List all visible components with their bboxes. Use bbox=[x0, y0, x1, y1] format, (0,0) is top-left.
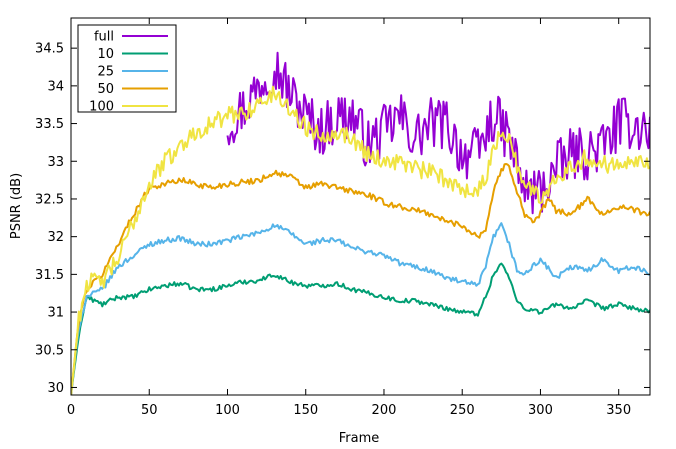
series-line-25 bbox=[71, 222, 650, 395]
x-axis-title: Frame bbox=[339, 431, 380, 446]
y-tick-label: 30 bbox=[47, 381, 64, 396]
x-axis-ticks: 0 50 100 150 200 250 300 350 bbox=[67, 18, 631, 418]
legend-label: 25 bbox=[97, 65, 114, 80]
legend-box bbox=[77, 24, 177, 113]
legend-label: 10 bbox=[97, 47, 114, 62]
y-tick-label: 30.5 bbox=[35, 343, 64, 358]
x-tick-label: 250 bbox=[450, 403, 475, 418]
series-layer bbox=[71, 51, 650, 395]
legend-label: 50 bbox=[97, 82, 114, 97]
series-line-50 bbox=[71, 162, 650, 395]
legend-label: 100 bbox=[89, 100, 114, 115]
series-line-100 bbox=[71, 85, 650, 395]
y-tick-label: 31 bbox=[47, 306, 64, 321]
x-tick-label: 200 bbox=[372, 403, 397, 418]
y-tick-label: 33.5 bbox=[35, 117, 64, 132]
x-tick-label: 150 bbox=[293, 403, 318, 418]
x-tick-label: 0 bbox=[67, 403, 75, 418]
legend: full 10 25 50 100 bbox=[77, 24, 177, 115]
x-tick-label: 350 bbox=[606, 403, 631, 418]
plot-frame bbox=[70, 17, 651, 396]
series-line-10 bbox=[71, 262, 650, 395]
y-axis-title: PSNR (dB) bbox=[9, 173, 24, 239]
x-tick-label: 50 bbox=[141, 403, 158, 418]
legend-label: full bbox=[94, 30, 114, 45]
y-tick-label: 31.5 bbox=[35, 268, 64, 283]
y-tick-label: 34.5 bbox=[35, 42, 64, 57]
x-tick-label: 100 bbox=[215, 403, 240, 418]
y-axis-ticks: 30 30.5 31 31.5 32 32.5 33 33.5 34 34.5 bbox=[35, 42, 650, 396]
y-tick-label: 32 bbox=[47, 230, 64, 245]
y-tick-label: 34 bbox=[47, 79, 64, 94]
x-tick-label: 300 bbox=[528, 403, 553, 418]
y-tick-label: 32.5 bbox=[35, 192, 64, 207]
y-tick-label: 33 bbox=[47, 155, 64, 170]
series-line-full bbox=[226, 51, 650, 215]
